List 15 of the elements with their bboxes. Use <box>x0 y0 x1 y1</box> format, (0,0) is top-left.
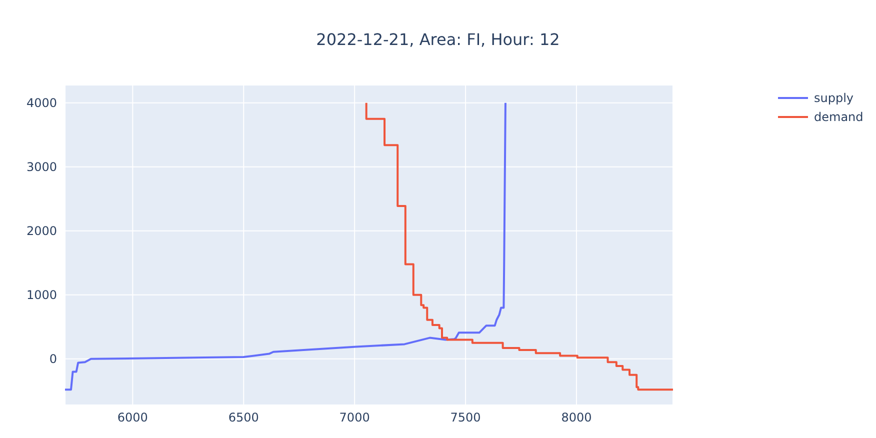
line-series <box>365 102 673 391</box>
legend-label: supply <box>814 90 854 104</box>
line-series <box>65 102 506 391</box>
legend-label: demand <box>814 110 864 124</box>
y-tick-label: 4000 <box>26 96 57 110</box>
x-tick-label: 6000 <box>117 410 148 425</box>
y-tick-label: 1000 <box>26 288 57 302</box>
y-tick-label: 2000 <box>26 224 57 238</box>
x-tick-label: 8000 <box>561 410 592 425</box>
y-tick-label: 3000 <box>26 160 57 174</box>
x-tick-label: 6500 <box>228 410 259 425</box>
x-tick-label: 7500 <box>450 410 481 425</box>
chart-title: 2022-12-21, Area: FI, Hour: 12 <box>315 30 561 49</box>
y-tick-label: 0 <box>49 352 57 366</box>
x-tick-label: 7000 <box>339 410 370 425</box>
